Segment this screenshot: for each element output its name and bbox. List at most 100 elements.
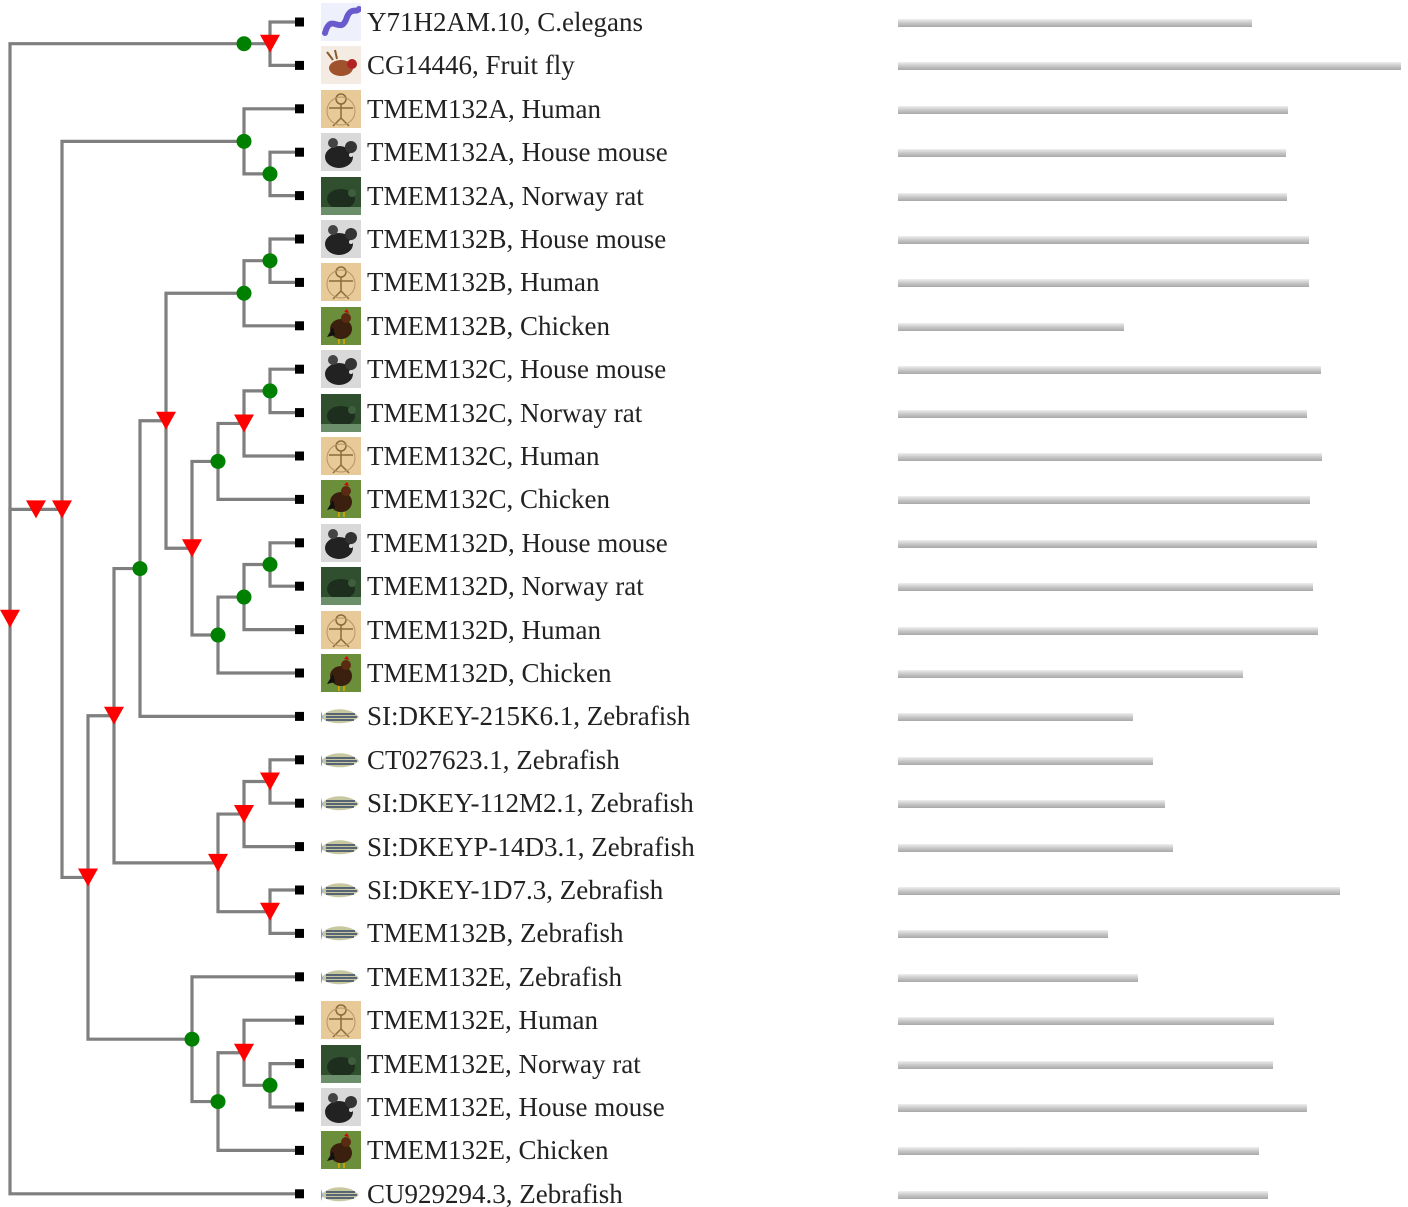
tree-branch xyxy=(242,423,296,458)
leaf-label[interactable]: TMEM132C, House mouse xyxy=(367,352,666,386)
leaf-node xyxy=(295,17,304,27)
leaf-label[interactable]: TMEM132A, Human xyxy=(367,92,601,126)
zebrafish-icon xyxy=(321,1174,361,1207)
label-separator: , xyxy=(508,571,522,602)
leaf-node xyxy=(295,581,304,591)
label-separator: , xyxy=(506,224,521,254)
human-icon xyxy=(321,1001,361,1040)
tree-branch xyxy=(112,715,218,865)
speciation-node xyxy=(236,285,252,301)
label-separator: , xyxy=(508,527,522,558)
tree-branch xyxy=(242,141,270,176)
gene-name: Y71H2AM.10 xyxy=(367,7,524,37)
leaf-label[interactable]: TMEM132E, House mouse xyxy=(367,1090,665,1124)
gene-name: SI:DKEY-1D7.3 xyxy=(367,875,547,905)
label-separator: , xyxy=(505,1135,519,1166)
species-name: Human xyxy=(518,1005,598,1036)
tree-branch xyxy=(8,507,36,619)
sequence-bar xyxy=(898,149,1286,158)
leaf-label[interactable]: SI:DKEYP-14D3.1, Zebrafish xyxy=(367,830,695,864)
leaf-label[interactable]: TMEM132D, Chicken xyxy=(367,656,611,690)
leaf-node xyxy=(295,494,304,504)
duplication-node xyxy=(0,609,20,628)
leaf-label[interactable]: TMEM132E, Norway rat xyxy=(367,1047,641,1081)
duplication-node xyxy=(78,868,98,887)
gene-name: TMEM132C xyxy=(367,441,507,471)
duplication-node xyxy=(104,706,124,725)
leaf-label[interactable]: TMEM132A, Norway rat xyxy=(367,179,644,213)
species-name: Zebrafish xyxy=(519,1178,623,1207)
leaf-label[interactable]: TMEM132A, House mouse xyxy=(367,135,668,169)
sequence-bar xyxy=(898,1147,1259,1156)
sequence-bar xyxy=(898,756,1153,765)
leaf-node xyxy=(295,1102,304,1112)
speciation-node xyxy=(262,383,278,399)
leaf-label[interactable]: TMEM132C, Human xyxy=(367,439,600,473)
gene-name: SI:DKEYP-14D3.1 xyxy=(367,831,578,862)
zebrafish-icon xyxy=(321,697,361,736)
speciation-node xyxy=(210,453,226,469)
species-name: House mouse xyxy=(520,224,667,254)
sequence-bar xyxy=(898,539,1317,548)
sequence-bar xyxy=(898,192,1287,201)
label-separator: , xyxy=(508,614,522,645)
duplication-node xyxy=(260,902,280,921)
species-name: Norway rat xyxy=(520,397,643,428)
leaf-label[interactable]: TMEM132B, Human xyxy=(367,265,600,299)
speciation-node xyxy=(132,561,148,577)
mouse-icon xyxy=(321,350,361,389)
gene-name: TMEM132A xyxy=(367,137,508,168)
leaf-label[interactable]: Y71H2AM.10, C.elegans xyxy=(367,5,643,39)
leaf-label[interactable]: CG14446, Fruit fly xyxy=(367,48,575,82)
speciation-node xyxy=(262,253,278,269)
sequence-bar xyxy=(898,626,1318,635)
leaf-node xyxy=(295,234,304,244)
leaf-node xyxy=(295,364,304,374)
leaf-label[interactable]: TMEM132D, Norway rat xyxy=(367,569,644,603)
leaf-label[interactable]: TMEM132B, Zebrafish xyxy=(367,916,623,950)
tree-branch xyxy=(216,862,270,914)
sequence-bar xyxy=(898,583,1313,592)
leaf-label[interactable]: TMEM132E, Zebrafish xyxy=(367,960,622,994)
tree-branch xyxy=(86,714,114,878)
leaf-label[interactable]: TMEM132E, Human xyxy=(367,1003,598,1037)
label-separator: , xyxy=(508,137,522,168)
label-separator: , xyxy=(546,875,560,905)
label-separator: , xyxy=(506,918,521,949)
sequence-bar xyxy=(898,843,1173,852)
leaf-label[interactable]: SI:DKEY-1D7.3, Zebrafish xyxy=(367,873,663,907)
leaf-label[interactable]: TMEM132B, Chicken xyxy=(367,309,610,343)
duplication-node xyxy=(52,500,72,519)
leaf-label[interactable]: SI:DKEY-215K6.1, Zebrafish xyxy=(367,699,690,733)
sequence-bar xyxy=(898,19,1252,27)
sequence-bar xyxy=(898,366,1321,375)
gene-name: TMEM132E xyxy=(367,1092,505,1122)
leaf-label[interactable]: TMEM132C, Norway rat xyxy=(367,396,642,430)
leaf-label[interactable]: CU929294.3, Zebrafish xyxy=(367,1177,623,1207)
zebrafish-icon xyxy=(321,784,361,823)
leaf-label[interactable]: TMEM132D, House mouse xyxy=(367,526,668,560)
leaf-node xyxy=(295,798,304,808)
tree-branch xyxy=(8,42,244,619)
species-name: Human xyxy=(520,441,600,471)
label-separator: , xyxy=(506,354,521,385)
gene-name: TMEM132A xyxy=(367,93,508,124)
species-name: Fruit fly xyxy=(485,50,575,81)
species-name: Norway rat xyxy=(518,1048,641,1079)
species-name: C.elegans xyxy=(537,7,643,37)
species-name: Zebrafish xyxy=(590,788,694,819)
gene-name: TMEM132E xyxy=(367,1135,505,1166)
leaf-label[interactable]: CT027623.1, Zebrafish xyxy=(367,743,620,777)
tree-branch xyxy=(268,43,296,67)
leaf-node xyxy=(295,668,304,678)
leaf-node xyxy=(295,1059,304,1069)
leaf-label[interactable]: TMEM132D, Human xyxy=(367,613,601,647)
species-name: Zebrafish xyxy=(586,701,691,732)
label-separator: , xyxy=(505,961,519,992)
duplication-node xyxy=(260,772,280,791)
leaf-label[interactable]: TMEM132B, House mouse xyxy=(367,222,666,256)
gene-name: TMEM132D xyxy=(367,527,508,558)
leaf-label[interactable]: TMEM132E, Chicken xyxy=(367,1133,608,1167)
leaf-label[interactable]: SI:DKEY-112M2.1, Zebrafish xyxy=(367,786,694,820)
leaf-label[interactable]: TMEM132C, Chicken xyxy=(367,482,610,516)
